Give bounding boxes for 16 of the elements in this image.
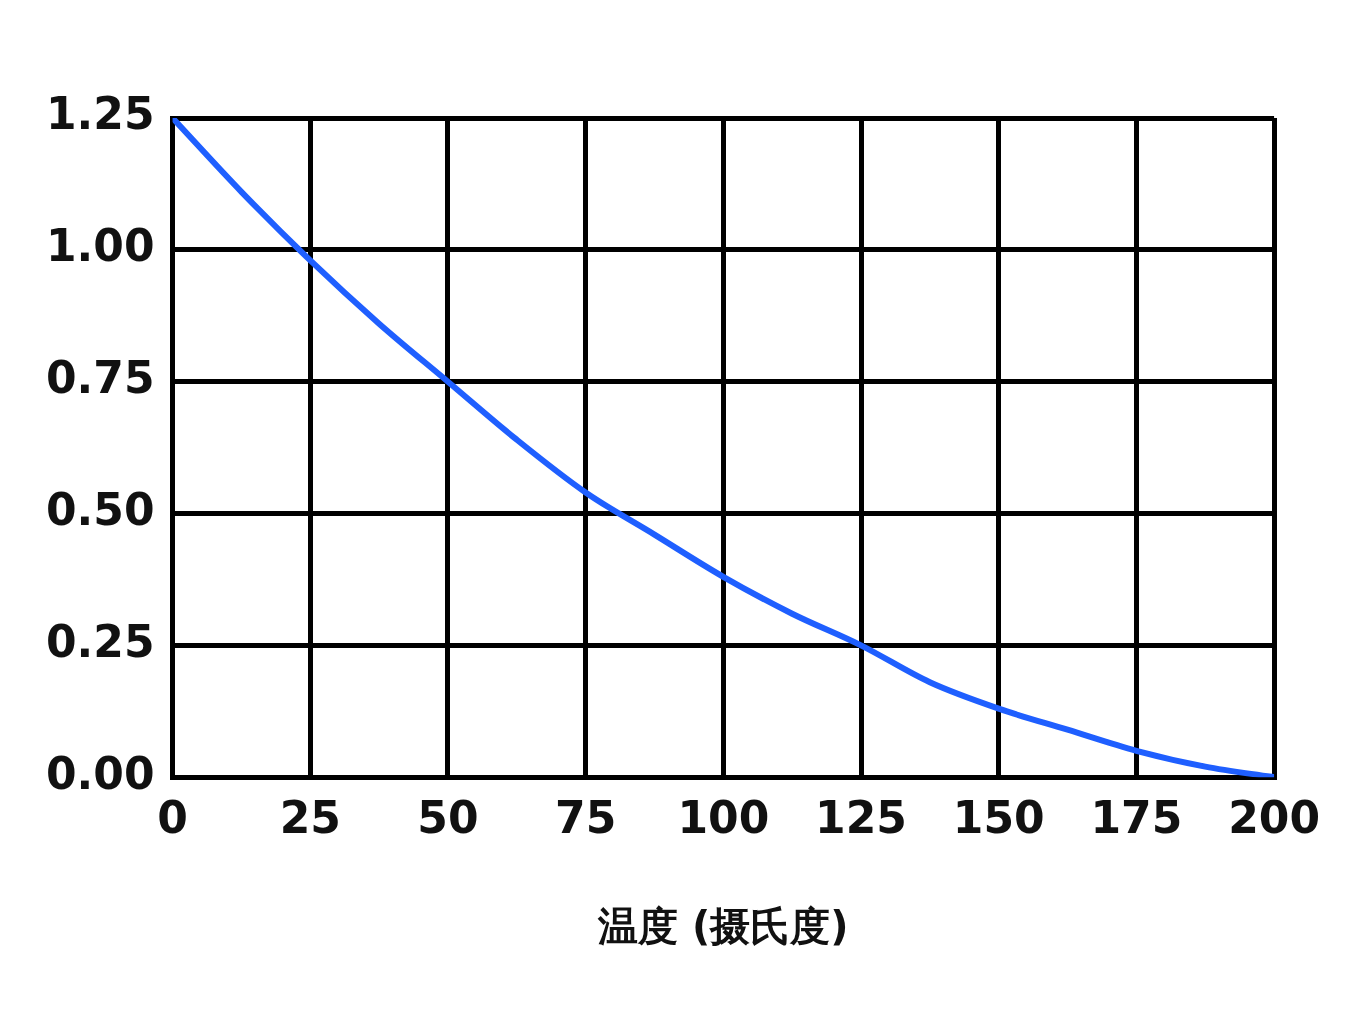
y-tick-label: 0.50 — [46, 483, 155, 535]
x-tick-label: 50 — [417, 792, 479, 844]
x-tick-label: 125 — [815, 792, 907, 844]
x-tick-label: 150 — [952, 792, 1045, 844]
y-tick-label: 1.00 — [46, 220, 155, 272]
y-tick-label: 1.25 — [46, 88, 155, 140]
y-tick-label: 0.75 — [46, 352, 155, 404]
x-tick-label: 100 — [677, 792, 770, 844]
x-tick-label: 175 — [1090, 792, 1183, 844]
x-tick-label: 25 — [279, 792, 341, 844]
x-tick-label: 75 — [555, 792, 617, 844]
x-tick-label: 200 — [1228, 792, 1321, 844]
x-tick-label: 0 — [157, 792, 188, 844]
y-tick-label: 0.25 — [46, 615, 155, 667]
x-axis-title: 温度 (摄氏度) — [597, 903, 849, 950]
y-tick-label: 0.00 — [46, 747, 155, 799]
